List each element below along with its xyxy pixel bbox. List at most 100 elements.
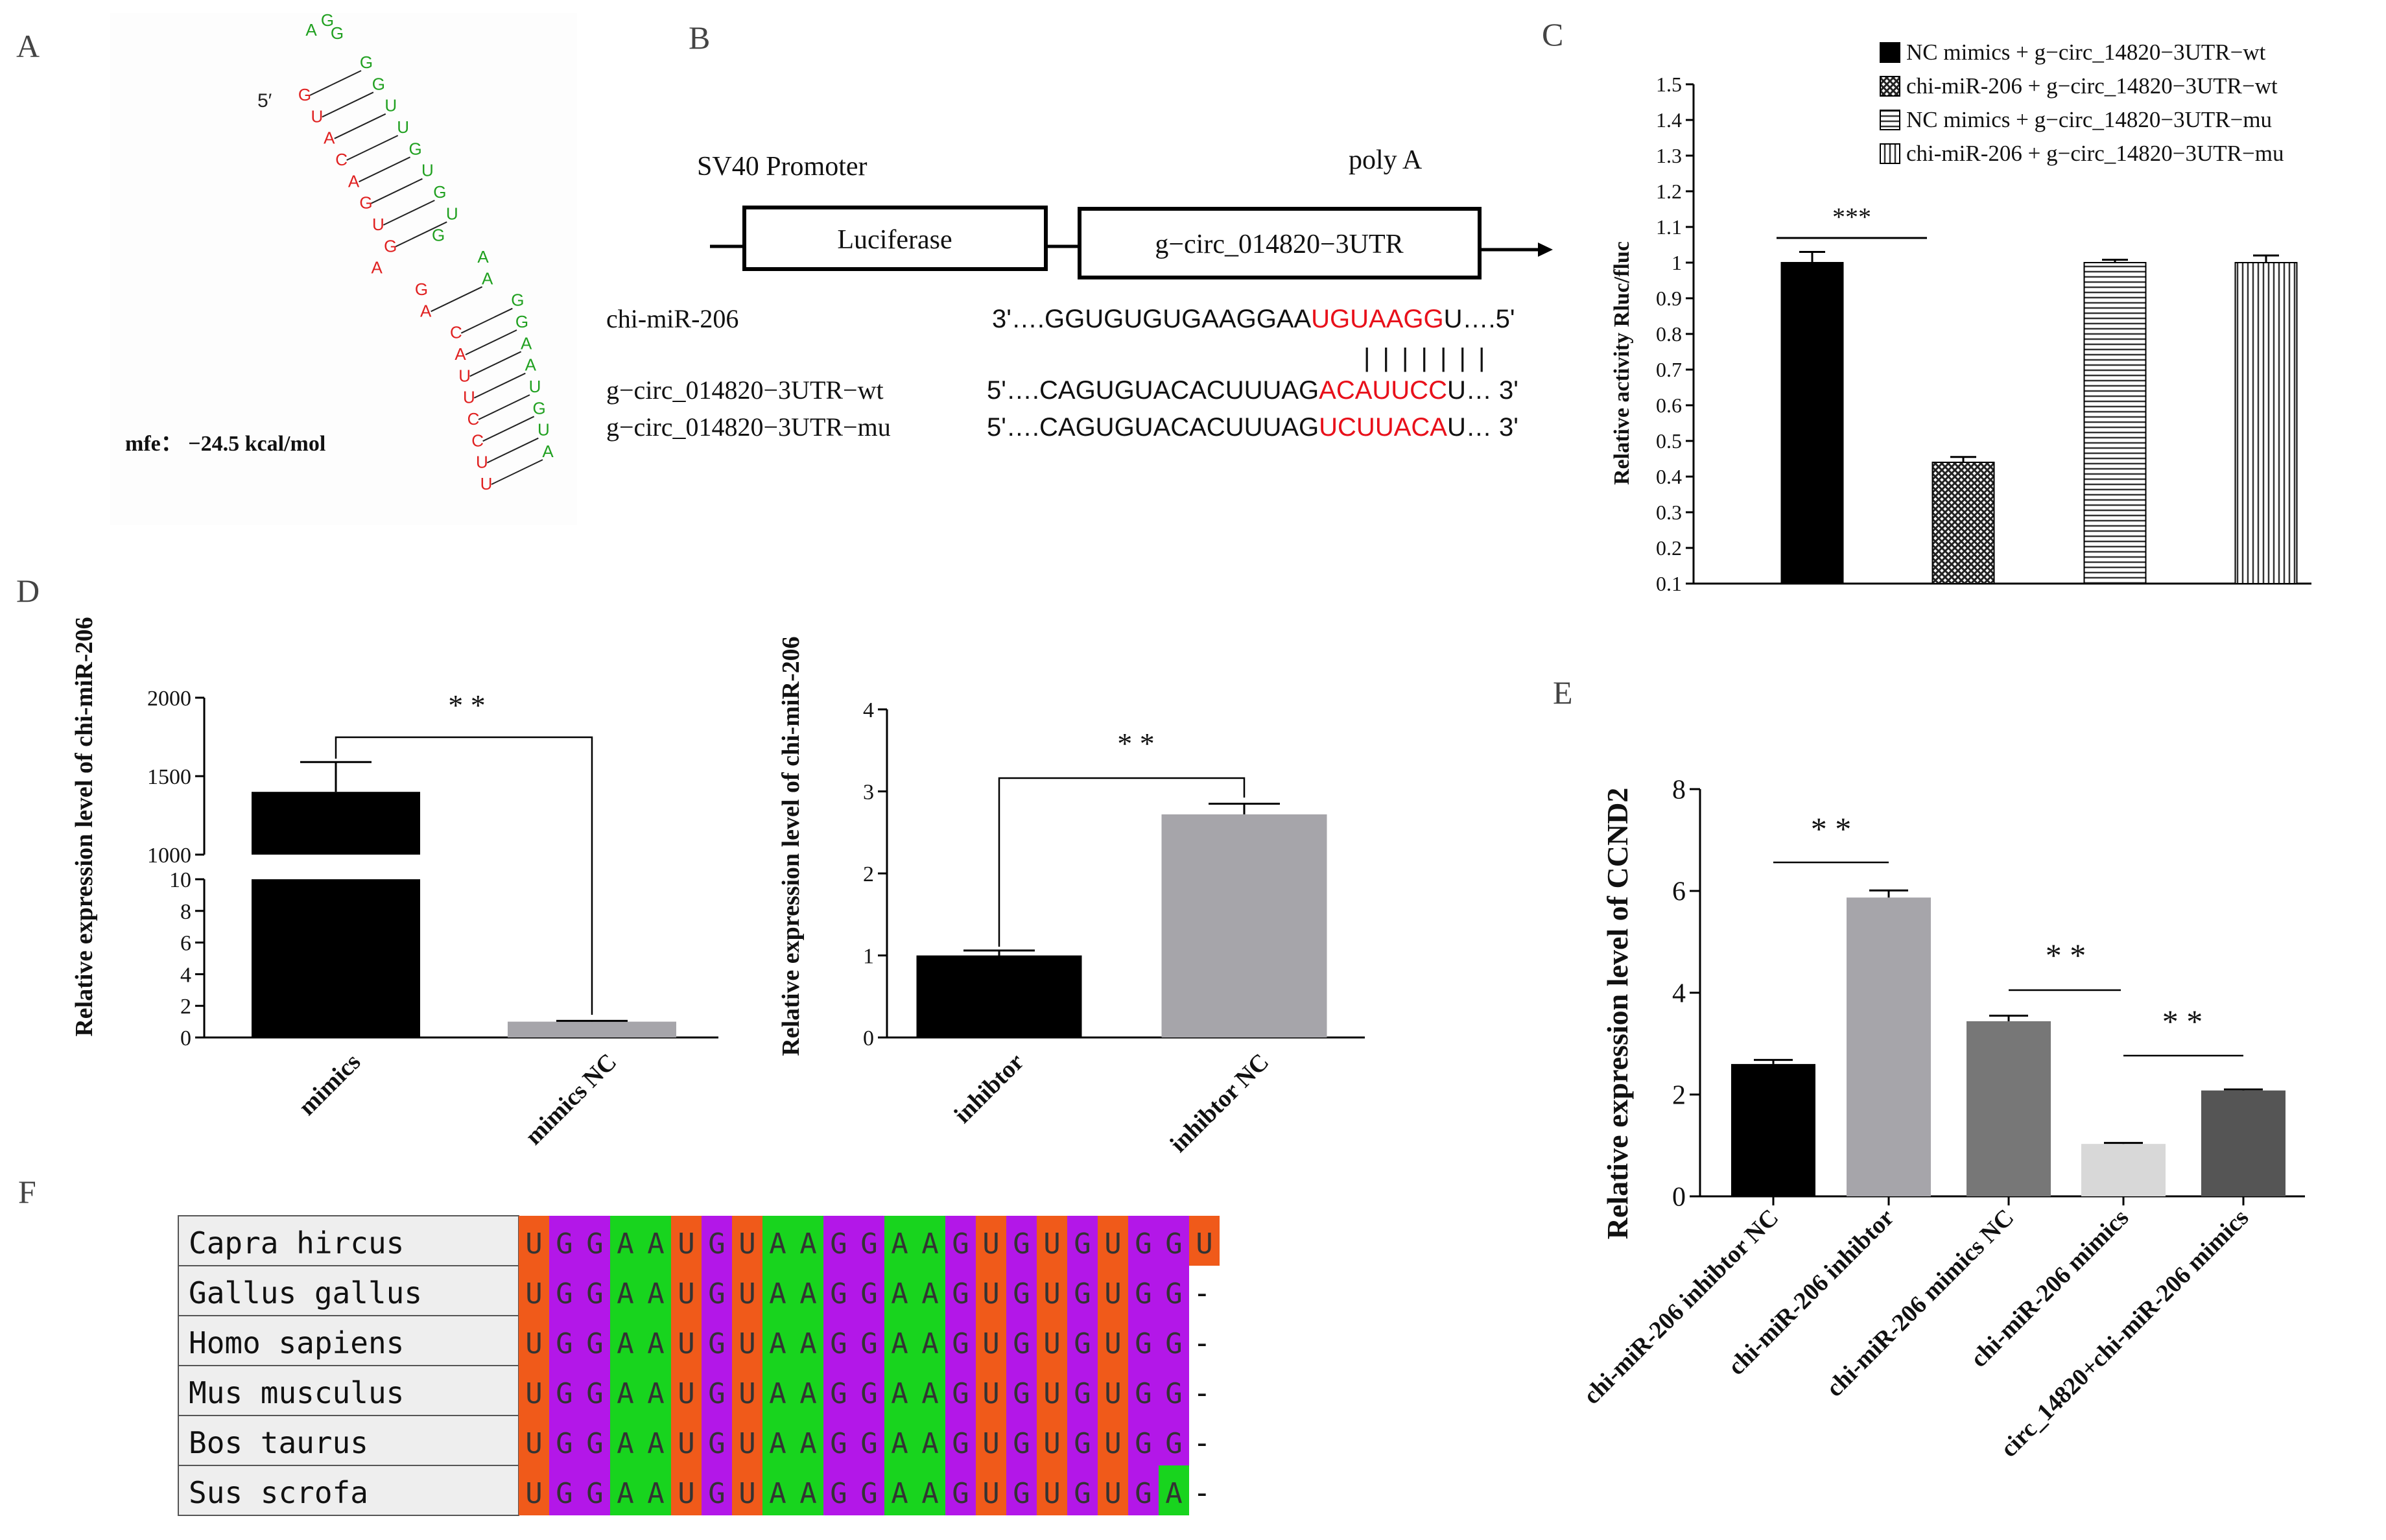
f-base-letter: G — [1135, 1377, 1152, 1410]
hairpin-bond — [309, 70, 362, 96]
hairpin-red-base: G — [298, 85, 311, 104]
e-y-tick-label: 4 — [1672, 979, 1686, 1009]
f-base-letter: G — [708, 1277, 726, 1310]
f-base-letter: A — [921, 1327, 939, 1360]
f-base-letter: A — [799, 1327, 817, 1360]
f-base-letter: A — [799, 1477, 817, 1510]
hairpin-green-base: G — [408, 139, 421, 158]
f-base-letter: G — [1074, 1377, 1091, 1410]
hairpin-bond — [334, 113, 386, 139]
f-species-name: Gallus gallus — [189, 1275, 422, 1310]
f-base-letter: G — [1013, 1327, 1030, 1360]
f-base-cell — [1128, 1316, 1159, 1366]
f-base-letter: G — [1165, 1277, 1183, 1310]
dl-significance-bracket — [335, 736, 593, 1015]
f-base-letter: U — [678, 1227, 695, 1261]
wt-row-label: g−circ_014820−3UTR−wt — [606, 375, 884, 405]
f-base-cell — [1159, 1366, 1189, 1416]
f-base-letter: G — [830, 1377, 847, 1410]
f-base-cell — [945, 1216, 976, 1266]
f-base-letter: G — [1013, 1277, 1030, 1310]
f-base-cell — [854, 1366, 884, 1416]
f-base-letter: U — [1043, 1427, 1061, 1460]
c-y-tick-label: 0.5 — [1656, 429, 1682, 453]
f-base-cell — [1159, 1465, 1189, 1515]
e-significance-label-3: * * — [2162, 1003, 2203, 1039]
hairpin-bond — [478, 394, 530, 420]
f-base-cell — [671, 1416, 702, 1465]
f-base-letter: U — [982, 1327, 1000, 1360]
f-base-letter: A — [891, 1377, 908, 1410]
f-base-letter: G — [830, 1327, 847, 1360]
f-base-cell — [580, 1216, 610, 1266]
dl-bars — [252, 761, 676, 1037]
hairpin-bond — [395, 221, 447, 248]
f-base-letter: U — [982, 1227, 1000, 1261]
f-base-cell — [793, 1216, 823, 1266]
f-base-cell — [1006, 1216, 1037, 1266]
f-base-cell — [641, 1465, 671, 1515]
f-base-letter: G — [830, 1227, 847, 1261]
c-y-tick-label: 0.8 — [1656, 322, 1682, 346]
hairpin-red-base: A — [420, 301, 432, 320]
f-base-cell — [1037, 1316, 1067, 1366]
f-base-letter: G — [586, 1377, 604, 1410]
f-base-cell — [1067, 1416, 1098, 1465]
f-base-cell — [1006, 1366, 1037, 1416]
f-base-letter: A — [769, 1427, 786, 1460]
f-base-cell — [1128, 1416, 1159, 1465]
dl-y-tick-label: 0 — [180, 1026, 191, 1050]
c-legend-label: NC mimics + g−circ_14820−3UTR−wt — [1906, 40, 2266, 65]
dl-y-tick-label: 2 — [180, 995, 191, 1019]
f-base-cell — [1098, 1416, 1128, 1465]
f-base-letter: G — [830, 1277, 847, 1310]
f-base-cell — [580, 1266, 610, 1316]
dr-y-tick-label: 1 — [863, 944, 874, 968]
hairpin-red-base: U — [311, 106, 323, 126]
f-base-letter: U — [738, 1427, 756, 1460]
f-base-cell — [1128, 1266, 1159, 1316]
f-base-cell — [1098, 1366, 1128, 1416]
f-base-letter: G — [586, 1327, 604, 1360]
f-base-cell — [580, 1416, 610, 1465]
dr-x-tick-label: inhibtor NC — [1165, 1048, 1275, 1158]
f-base-letter: G — [860, 1377, 878, 1410]
f-base-cell — [671, 1316, 702, 1366]
f-name-cell — [178, 1265, 519, 1316]
f-base-letter: A — [769, 1227, 786, 1261]
f-base-cell — [793, 1316, 823, 1366]
f-base-cell — [549, 1316, 580, 1366]
e-bar — [2201, 1090, 2286, 1196]
f-base-letter: G — [1074, 1227, 1091, 1261]
f-base-cell — [641, 1416, 671, 1465]
f-base-letter: A — [921, 1227, 939, 1261]
f-base-letter: U — [1043, 1377, 1061, 1410]
f-base-letter: A — [769, 1277, 786, 1310]
f-base-cell — [945, 1366, 976, 1416]
f-base-letter: A — [799, 1227, 817, 1261]
f-base-letter: U — [525, 1377, 543, 1410]
f-base-cell — [519, 1416, 549, 1465]
f-base-letter: G — [1135, 1277, 1152, 1310]
f-base-letter: G — [708, 1477, 726, 1510]
hairpin-red-base: A — [371, 258, 383, 278]
wt-row-sequence: 5'….CAGUGUACACUUUAGACAUUCCU… 3' — [987, 376, 1518, 405]
f-base-letter: G — [1165, 1377, 1183, 1410]
f-base-cell — [1067, 1216, 1098, 1266]
c-bar — [2234, 262, 2298, 584]
f-base-letter: G — [1013, 1427, 1030, 1460]
f-base-cell — [641, 1216, 671, 1266]
f-name-cell — [178, 1415, 519, 1466]
panel-letter-d: D — [16, 573, 40, 609]
hairpin-green-base: G — [432, 226, 445, 245]
f-base-letter: U — [1043, 1227, 1061, 1261]
panel-letter-b: B — [689, 19, 710, 56]
f-base-letter: G — [1135, 1227, 1152, 1261]
dl-y-axis-label: Relative expression level of chi-miR-206 — [71, 617, 98, 1036]
luciferase-box — [742, 206, 1048, 271]
f-base-letter: A — [921, 1477, 939, 1510]
hairpin-green-base: U — [384, 96, 397, 115]
